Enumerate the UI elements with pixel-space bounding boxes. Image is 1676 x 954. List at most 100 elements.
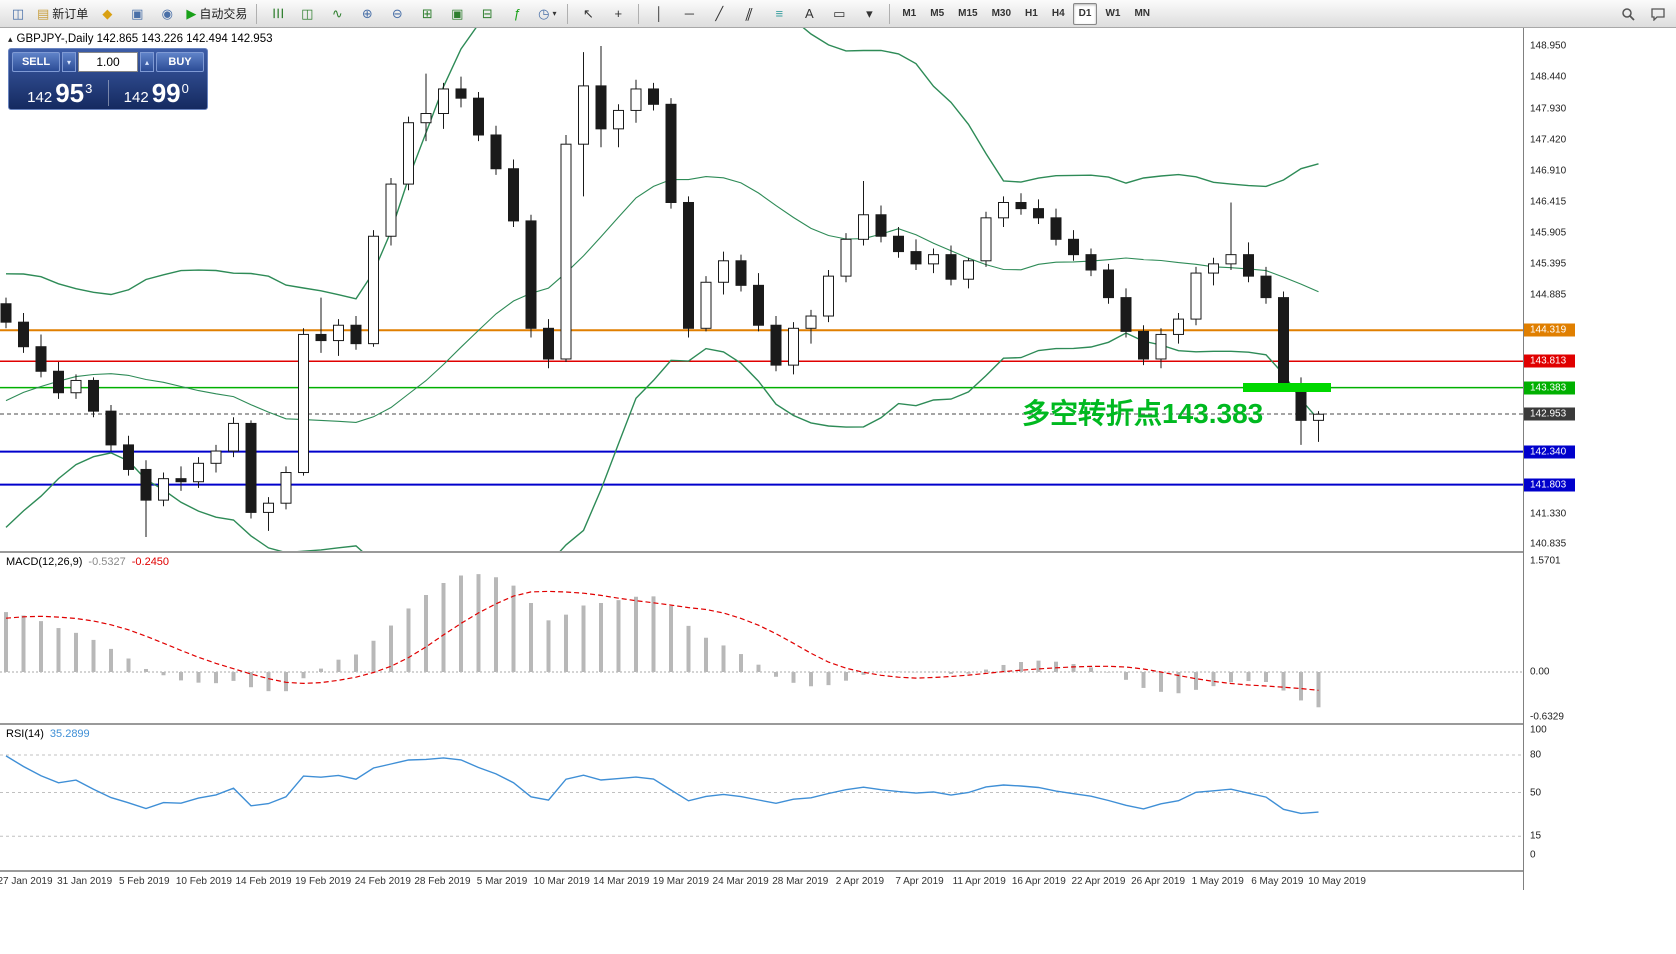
candle-body <box>140 468 152 501</box>
timeframe-m15[interactable]: M15 <box>958 8 978 19</box>
crosshair-icon[interactable]: + <box>614 6 623 21</box>
main-chart-canvas[interactable] <box>0 28 1523 551</box>
label-icon[interactable]: ▭ <box>833 6 846 21</box>
level-price-badge: 144.319 <box>1524 323 1575 337</box>
lot-decrease-button[interactable]: ▾ <box>62 52 76 72</box>
candle-body <box>368 235 379 345</box>
level-price-badge: 143.383 <box>1524 381 1575 395</box>
line-chart-icon[interactable]: ∿ <box>331 6 343 21</box>
candle-body <box>1155 333 1167 360</box>
rsi-canvas[interactable] <box>0 725 1523 870</box>
new-order-button[interactable]: ▤ 新订单 <box>37 6 89 21</box>
timeframe-w1[interactable]: W1 <box>1105 8 1121 19</box>
vertical-line-icon[interactable]: │ <box>655 6 664 21</box>
turning-point-annotation[interactable]: 多空转折点143.383 <box>1022 398 1264 429</box>
new-chart-icon[interactable]: ◫ <box>11 6 25 21</box>
candle-body <box>1313 413 1324 421</box>
candle-body <box>508 168 519 222</box>
date-axis-label: 2 Apr 2019 <box>835 876 885 887</box>
metaeditor-icon[interactable]: ◆ <box>102 6 113 21</box>
timeframe-mn[interactable]: MN <box>1134 8 1150 19</box>
candle-body <box>910 251 922 265</box>
one-click-trading-panel: SELL ▾ 1.00 ▴ BUY 142 95 3 142 99 0 <box>8 48 208 110</box>
candle-body <box>875 214 887 237</box>
sell-button[interactable]: SELL <box>12 52 60 72</box>
toolbar-separator <box>567 3 569 24</box>
cascade-windows-icon[interactable]: ▣ <box>451 6 464 21</box>
cursor-icon[interactable]: ↖ <box>582 6 594 21</box>
price-axis-label: 146.910 <box>1530 165 1567 177</box>
rsi-axis-label: 50 <box>1530 787 1542 798</box>
help-icon[interactable]: ◉ <box>161 6 173 21</box>
candle-body <box>805 315 817 329</box>
candle-body <box>70 379 82 394</box>
autotrading-button[interactable]: ▶ 自动交易 <box>186 6 248 21</box>
candle-body <box>280 472 292 504</box>
candlestick-chart-icon[interactable]: ◫ <box>301 6 314 21</box>
timeframe-h1[interactable]: H1 <box>1025 8 1038 19</box>
candle-body <box>718 260 729 283</box>
zoom-out-icon[interactable]: ⊖ <box>391 6 403 21</box>
shapes-menu-caret[interactable]: ▾ <box>866 6 873 21</box>
panel-splitter[interactable] <box>0 723 1676 725</box>
lot-size-input[interactable]: 1.00 <box>78 52 138 72</box>
price-axis-label: 148.440 <box>1530 71 1567 83</box>
candle-body <box>630 88 642 111</box>
candle-body <box>963 260 974 280</box>
text-icon[interactable]: A <box>804 6 814 21</box>
search-icon[interactable] <box>1614 3 1642 25</box>
bollinger-lower <box>5 332 1320 551</box>
candle-body <box>158 478 169 501</box>
timeframe-m1[interactable]: M1 <box>902 8 917 19</box>
periods-icon[interactable]: ◷ ▾ <box>538 6 557 21</box>
candle-body <box>928 254 939 265</box>
sell-price[interactable]: 142 95 3 <box>12 80 108 106</box>
date-axis-label: 19 Mar 2019 <box>652 876 710 887</box>
panel-splitter[interactable] <box>0 551 1676 553</box>
time-scale[interactable]: 27 Jan 2019 31 Jan 2019 5 Feb 2019 10 Feb 2… <box>0 872 1676 892</box>
timeframe-d1[interactable]: D1 <box>1072 2 1098 25</box>
candle-body <box>560 143 572 360</box>
time-scale-separator <box>0 870 1676 872</box>
candle-body <box>1103 269 1114 299</box>
macd-canvas[interactable] <box>0 553 1523 721</box>
candle-body <box>298 333 309 474</box>
chat-icon[interactable] <box>1644 3 1672 25</box>
indicators-icon[interactable]: ƒ <box>513 6 521 21</box>
candle-body <box>438 88 449 115</box>
date-axis-label: 11 Apr 2019 <box>952 876 1006 887</box>
collapse-triangle-icon[interactable]: ▴ <box>8 34 13 44</box>
candle-body <box>1278 297 1289 385</box>
timeframe-h4[interactable]: H4 <box>1051 8 1065 19</box>
date-axis-label: 14 Feb 2019 <box>235 876 292 887</box>
price-axis-label: 148.950 <box>1530 40 1567 52</box>
buy-button[interactable]: BUY <box>156 52 204 72</box>
bar-chart-icon[interactable]: ☰ <box>269 7 285 20</box>
price-scale[interactable]: 148.950 148.440 147.930 147.420 146.910 146.4… <box>1523 28 1676 890</box>
lot-increase-button[interactable]: ▴ <box>140 52 154 72</box>
candle-body <box>490 134 502 170</box>
timeframe-m5[interactable]: M5 <box>930 8 945 19</box>
buy-price[interactable]: 142 99 0 <box>109 80 205 106</box>
zoom-in-icon[interactable]: ⊕ <box>361 6 373 21</box>
trendline-icon[interactable]: ╱ <box>715 6 724 21</box>
candle-body <box>245 422 257 513</box>
timeframe-m30[interactable]: M30 <box>991 8 1012 19</box>
candle-body <box>1050 217 1062 240</box>
channel-icon[interactable]: ∥ <box>743 6 756 21</box>
candle-body <box>788 327 799 366</box>
candle-body <box>333 324 344 342</box>
tile-windows-icon[interactable]: ⊞ <box>421 6 433 21</box>
candle-body <box>998 201 1009 219</box>
date-axis-label: 5 Mar 2019 <box>476 876 528 887</box>
bollinger-middle <box>5 176 1319 423</box>
candle-body <box>455 88 467 99</box>
print-icon[interactable]: ▣ <box>131 6 144 21</box>
rsi-label: RSI(14) 35.2899 <box>6 728 96 740</box>
turning-point-highlight[interactable] <box>1243 383 1331 392</box>
horizontal-line-icon[interactable]: ─ <box>684 6 694 21</box>
arrange-windows-icon[interactable]: ⊟ <box>481 6 493 21</box>
chart-title-text: GBPJPY-,Daily 142.865 143.226 142.494 14… <box>16 33 273 45</box>
fibonacci-icon[interactable]: ≡ <box>775 6 784 21</box>
